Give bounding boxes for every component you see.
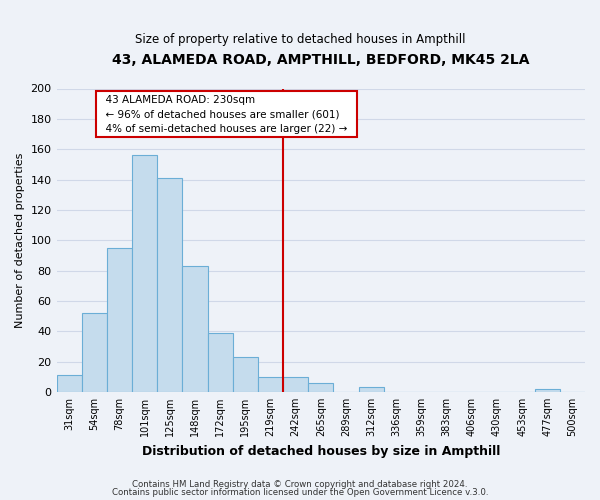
Bar xyxy=(308,383,334,392)
Bar xyxy=(132,156,157,392)
Bar xyxy=(359,388,383,392)
Bar xyxy=(107,248,132,392)
Bar xyxy=(283,377,308,392)
Bar xyxy=(258,377,283,392)
Text: 43 ALAMEDA ROAD: 230sqm
  ← 96% of detached houses are smaller (601)
  4% of sem: 43 ALAMEDA ROAD: 230sqm ← 96% of detache… xyxy=(100,94,354,134)
Title: 43, ALAMEDA ROAD, AMPTHILL, BEDFORD, MK45 2LA: 43, ALAMEDA ROAD, AMPTHILL, BEDFORD, MK4… xyxy=(112,52,530,66)
Bar xyxy=(208,333,233,392)
Bar xyxy=(182,266,208,392)
Text: Contains HM Land Registry data © Crown copyright and database right 2024.: Contains HM Land Registry data © Crown c… xyxy=(132,480,468,489)
Bar xyxy=(233,357,258,392)
Bar xyxy=(157,178,182,392)
X-axis label: Distribution of detached houses by size in Ampthill: Distribution of detached houses by size … xyxy=(142,444,500,458)
Y-axis label: Number of detached properties: Number of detached properties xyxy=(15,152,25,328)
Bar xyxy=(56,375,82,392)
Text: Contains public sector information licensed under the Open Government Licence v.: Contains public sector information licen… xyxy=(112,488,488,497)
Bar xyxy=(535,389,560,392)
Bar xyxy=(82,313,107,392)
Text: Size of property relative to detached houses in Ampthill: Size of property relative to detached ho… xyxy=(135,32,465,46)
